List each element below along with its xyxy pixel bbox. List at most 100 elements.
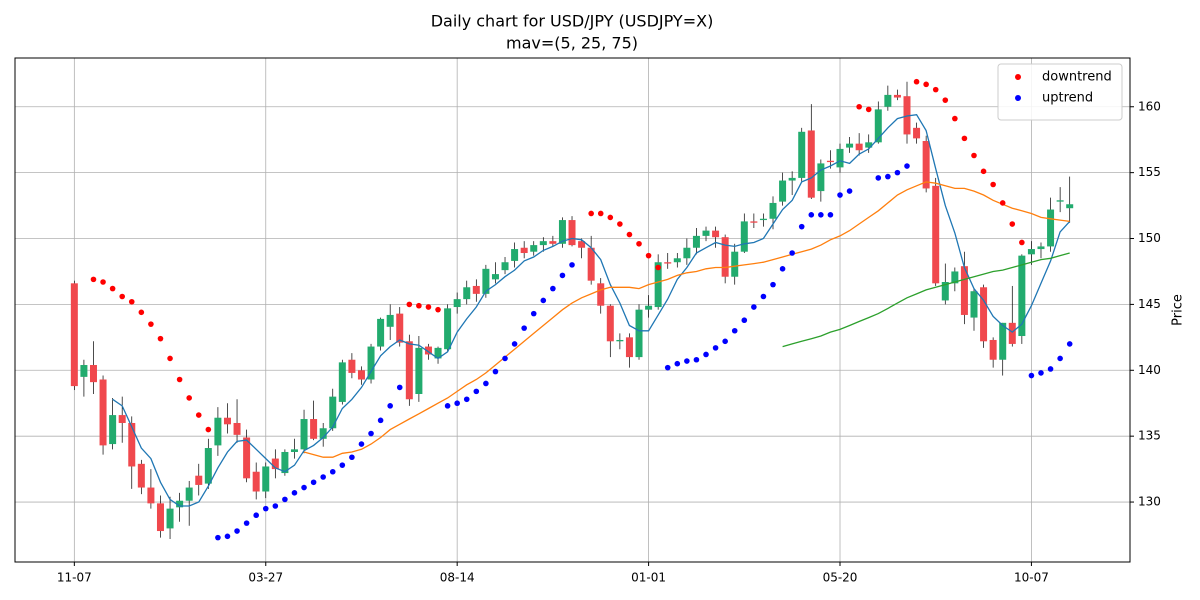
trend-dot <box>999 200 1006 206</box>
candle-body <box>271 458 279 470</box>
candle-body <box>147 487 155 504</box>
candle-body <box>960 266 968 315</box>
trend-dot <box>473 388 480 395</box>
candle-body <box>798 131 806 178</box>
trend-dot <box>425 304 432 310</box>
trend-dot <box>100 279 106 285</box>
candle-body <box>185 487 193 501</box>
trend-dot <box>904 163 910 169</box>
trend-dot <box>387 403 393 409</box>
x-tick-label: 11-07 <box>57 571 92 585</box>
trend-dot <box>186 395 192 401</box>
candle-body <box>501 262 509 271</box>
x-tick-label: 05-20 <box>823 571 858 585</box>
candle-body <box>118 415 126 423</box>
candle-body <box>1047 209 1055 247</box>
candle-body <box>377 318 385 347</box>
candle-body <box>243 437 251 479</box>
candle-body <box>424 346 432 355</box>
trend-dot <box>751 304 757 310</box>
trend-dot <box>444 403 451 409</box>
candle-body <box>491 274 499 280</box>
trend-dot <box>952 115 958 122</box>
candle-body <box>731 251 739 277</box>
candle-body <box>989 339 997 360</box>
candle-body <box>654 262 662 308</box>
candle-body <box>817 163 825 192</box>
candle-body <box>616 339 624 342</box>
candle-body <box>932 185 940 284</box>
candle-body <box>396 313 404 343</box>
trend-dot <box>310 479 317 486</box>
trend-dot <box>569 262 575 268</box>
legend-label: downtrend <box>1042 70 1112 85</box>
candle-body <box>415 347 423 394</box>
trend-dot <box>234 528 240 534</box>
candle-body <box>329 396 337 429</box>
candle-body <box>558 220 566 244</box>
candle-body <box>673 258 681 263</box>
trend-dot <box>406 301 413 308</box>
candle-body <box>70 283 78 387</box>
candle-body <box>128 422 136 467</box>
candle-body <box>434 347 442 359</box>
trend-dot <box>540 297 547 304</box>
candle-body <box>262 466 270 492</box>
candle-body <box>367 346 375 380</box>
trend-dot <box>655 264 661 271</box>
candle-body <box>281 451 289 474</box>
trend-dot <box>492 368 499 375</box>
trend-dot <box>607 214 614 221</box>
trend-dot <box>923 81 929 88</box>
trend-dot <box>205 426 212 433</box>
candle-body <box>826 160 834 163</box>
moving-average-line <box>782 252 1070 348</box>
trend-dot <box>818 212 824 218</box>
candle-body <box>109 415 117 445</box>
y-tick-label: 135 <box>1138 429 1161 443</box>
candle-body <box>472 285 480 294</box>
candle-body <box>319 428 327 439</box>
trend-dot <box>932 86 939 93</box>
candle-body <box>999 322 1007 360</box>
trend-dot <box>550 285 556 292</box>
trend-dot <box>521 325 527 331</box>
candle-body <box>1066 204 1074 209</box>
candle-body <box>893 94 901 98</box>
candle-body <box>520 247 528 254</box>
trend-dot <box>875 175 882 181</box>
trend-dot <box>90 276 97 283</box>
candle-body <box>233 422 241 435</box>
y-tick-label: 150 <box>1138 231 1161 245</box>
candle-body <box>405 341 413 400</box>
candle-body <box>807 130 815 198</box>
trend-dot <box>128 298 135 305</box>
trend-dot <box>511 341 518 347</box>
trend-dot <box>894 169 901 176</box>
trend-dot <box>138 309 145 316</box>
candle-body <box>99 379 107 446</box>
trend-dot <box>693 356 700 363</box>
candle-body <box>338 362 346 402</box>
trend-dot <box>597 210 604 217</box>
trend-dot <box>722 338 728 345</box>
y-tick-label: 130 <box>1138 495 1161 509</box>
candle-body <box>195 475 203 485</box>
trend-dot <box>157 335 164 342</box>
trend-dot <box>435 306 441 313</box>
trend-dot <box>559 272 566 279</box>
candle-body <box>855 143 863 151</box>
candle-body <box>779 180 787 202</box>
y-tick-label: 160 <box>1138 99 1161 113</box>
trend-dot <box>961 135 968 142</box>
trend-dot <box>674 360 681 367</box>
trend-dot <box>1028 372 1035 379</box>
trend-dot <box>856 103 862 110</box>
candle-body <box>903 96 911 135</box>
trend-dot <box>1066 341 1073 347</box>
candle-body <box>453 299 461 308</box>
trend-dot <box>301 484 307 491</box>
candle-body <box>252 471 260 492</box>
candle-body <box>980 287 988 342</box>
